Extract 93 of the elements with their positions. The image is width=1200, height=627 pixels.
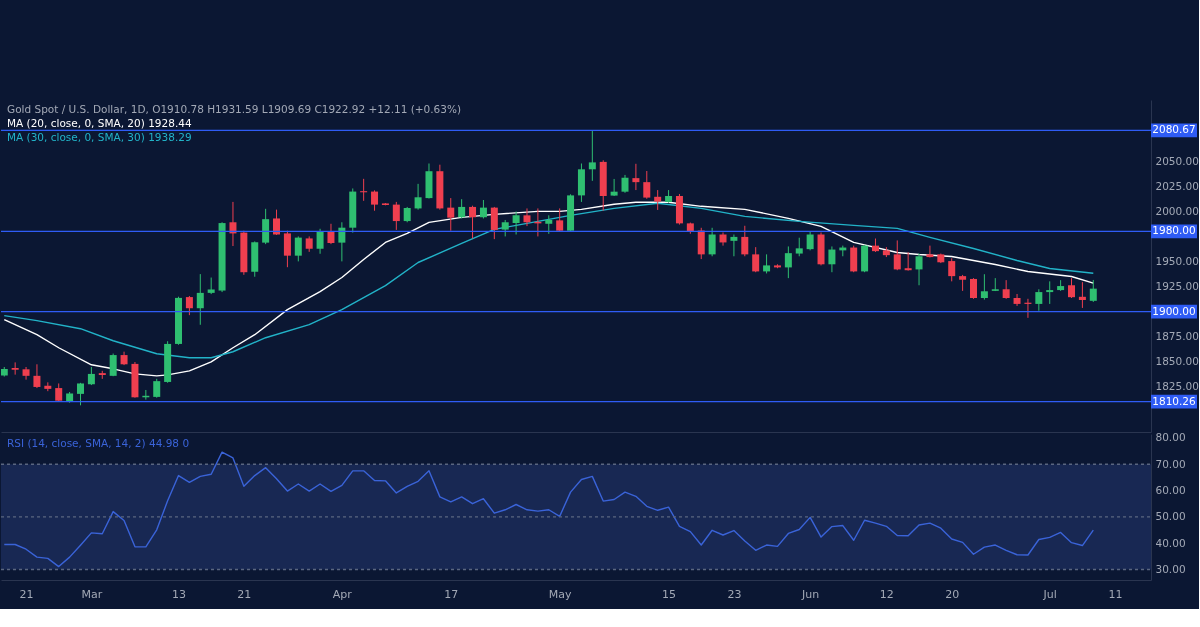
- candlestick: [338, 221, 346, 262]
- candlestick: [752, 246, 760, 273]
- candlestick: [490, 206, 498, 240]
- y-tick-label: 1925.00: [1155, 280, 1199, 293]
- y-tick-label: 2000.00: [1155, 204, 1199, 217]
- candlestick: [1046, 280, 1054, 305]
- ref-line-label: 1980.00: [1152, 224, 1196, 237]
- y-tick-label: 1850.00: [1155, 355, 1199, 368]
- candlestick: [479, 199, 487, 219]
- candlestick: [327, 223, 335, 245]
- x-tick-label: 15: [662, 587, 677, 601]
- candlestick: [294, 235, 302, 262]
- candlestick: [904, 251, 912, 272]
- candlestick: [22, 366, 30, 381]
- x-tick-label: Mar: [81, 587, 103, 601]
- x-tick-label: Jul: [1042, 587, 1057, 601]
- candlestick: [610, 178, 618, 197]
- y-tick-label: 1825.00: [1155, 380, 1199, 393]
- y-tick-label: 60.00: [1155, 484, 1186, 497]
- candlestick: [1002, 279, 1010, 300]
- candlestick: [545, 214, 553, 235]
- candlestick: [697, 227, 705, 260]
- ref-line-label: 1810.26: [1152, 394, 1197, 407]
- x-tick-label: 13: [172, 587, 187, 601]
- y-tick-label: 1950.00: [1155, 254, 1199, 267]
- candlestick: [980, 273, 988, 301]
- candlestick: [1035, 288, 1043, 312]
- x-tick-label: 23: [727, 587, 742, 601]
- candlestick: [969, 277, 977, 300]
- candlestick: [1078, 281, 1086, 309]
- candlestick: [371, 189, 379, 212]
- text: MA (20, close, 0, SMA, 20) 1928.44: [7, 117, 192, 129]
- ref-line-label: 1900.00: [1152, 304, 1196, 317]
- x-tick-label: 17: [444, 587, 459, 601]
- candlestick: [632, 163, 640, 191]
- candlestick: [828, 245, 836, 273]
- x-tick-label: 21: [237, 587, 252, 601]
- candlestick: [262, 208, 270, 245]
- candlestick: [926, 245, 934, 258]
- x-tick-label: 20: [945, 587, 960, 601]
- text: MA (30, close, 0, SMA, 30) 1938.29: [7, 131, 192, 143]
- candlestick: [316, 228, 324, 255]
- x-tick-label: Apr: [332, 587, 353, 601]
- candlestick: [414, 183, 422, 211]
- candlestick: [588, 129, 596, 182]
- x-tick-label: 12: [879, 587, 894, 601]
- y-tick-label: 1875.00: [1155, 330, 1199, 343]
- y-tick-label: 70.00: [1155, 457, 1186, 470]
- candlestick: [512, 211, 520, 236]
- candlestick: [273, 209, 281, 236]
- x-tick-label: Jun: [801, 587, 820, 601]
- line-series: [3, 451, 1094, 568]
- y-tick-label: 2050.00: [1155, 154, 1199, 167]
- x-tick-label: 11: [1108, 587, 1123, 601]
- candlestick: [458, 198, 466, 219]
- y-tick-label: 80.00: [1155, 431, 1186, 444]
- candlestick: [523, 207, 531, 227]
- candlestick: [806, 231, 814, 251]
- candlestick: [153, 378, 161, 399]
- y-tick-label: 30.00: [1155, 562, 1186, 575]
- candlestick: [1089, 279, 1097, 303]
- y-tick-label: 40.00: [1155, 536, 1186, 549]
- x-tick-label: 21: [19, 587, 34, 601]
- candlestick: [730, 234, 738, 257]
- candlestick: [196, 273, 204, 326]
- candlestick: [741, 225, 749, 257]
- candlestick: [915, 253, 923, 286]
- candlestick: [948, 257, 956, 282]
- candlestick: [283, 230, 291, 268]
- candlestick: [469, 205, 477, 239]
- candlestick: [795, 237, 803, 257]
- candlestick: [784, 245, 792, 279]
- text: RSI (14, close, SMA, 14, 2) 44.98 0: [7, 437, 190, 449]
- candlestick: [708, 227, 716, 257]
- candlestick: [33, 363, 41, 389]
- candlestick: [893, 239, 901, 271]
- candlestick: [11, 361, 19, 376]
- candlestick: [643, 170, 651, 200]
- candlestick: [87, 366, 95, 386]
- candlestick: [392, 201, 400, 231]
- candlestick: [654, 189, 662, 211]
- candlestick: [447, 197, 455, 232]
- ref-line-label: 2080.67: [1152, 123, 1196, 136]
- candlestick: [763, 253, 771, 274]
- chart-title: Gold Spot / U.S. Dollar, 1D, O1910.78 H1931.59 L1909.69 C1922.92 +12.11 (+0.63%): [7, 103, 462, 115]
- candlestick: [185, 295, 193, 316]
- y-tick-label: 50.00: [1155, 510, 1186, 523]
- candlestick: [229, 201, 237, 247]
- candlestick: [1068, 277, 1075, 299]
- x-tick-label: May: [548, 587, 573, 601]
- y-tick-label: 2025.00: [1155, 179, 1199, 192]
- candlestick: [850, 245, 858, 273]
- candlestick: [1013, 293, 1021, 307]
